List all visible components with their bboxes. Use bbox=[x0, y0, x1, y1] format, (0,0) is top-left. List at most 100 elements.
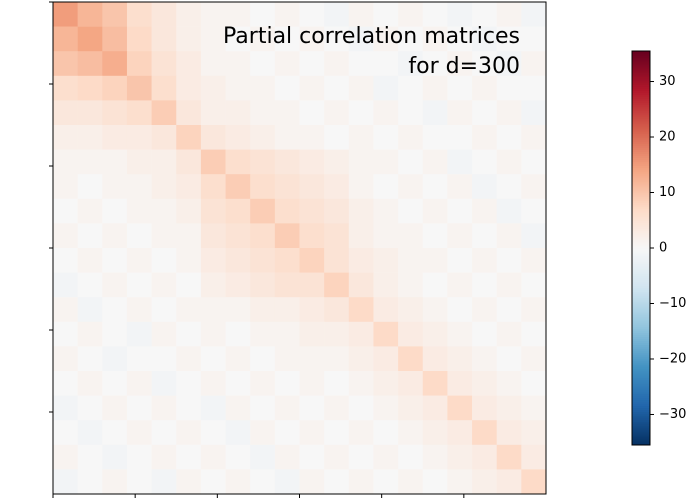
heatmap-cell bbox=[250, 174, 276, 200]
heatmap-cell bbox=[496, 149, 522, 175]
heatmap-cell bbox=[126, 198, 152, 224]
heatmap-cell bbox=[398, 346, 424, 372]
colorbar-tick-label: −20 bbox=[659, 351, 686, 366]
heatmap-cell bbox=[102, 444, 128, 470]
colorbar-segment bbox=[632, 84, 650, 87]
heatmap-cell bbox=[299, 444, 325, 470]
heatmap-cell bbox=[53, 444, 78, 470]
heatmap-cell bbox=[324, 444, 350, 470]
heatmap-cell bbox=[324, 272, 350, 298]
colorbar-segment bbox=[632, 202, 650, 206]
heatmap-cell bbox=[77, 444, 103, 470]
colorbar-segment bbox=[632, 208, 650, 212]
colorbar-segment bbox=[632, 439, 650, 442]
colorbar-segment bbox=[632, 74, 650, 78]
colorbar-segment bbox=[632, 271, 650, 275]
heatmap-cell bbox=[225, 174, 251, 200]
heatmap-cell bbox=[324, 149, 350, 175]
heatmap-cell bbox=[422, 2, 448, 27]
heatmap-cell bbox=[77, 223, 103, 249]
heatmap-cell bbox=[373, 444, 399, 470]
colorbar-segment bbox=[632, 129, 650, 133]
colorbar-segment bbox=[632, 204, 650, 208]
colorbar-segment bbox=[632, 255, 650, 259]
heatmap-cell bbox=[274, 371, 300, 396]
colorbar-segment bbox=[632, 305, 650, 308]
heatmap-cell bbox=[373, 420, 399, 446]
heatmap-cell bbox=[102, 223, 128, 249]
colorbar-segment bbox=[632, 234, 650, 237]
colorbar-segment bbox=[632, 366, 650, 369]
heatmap-cell bbox=[472, 149, 497, 175]
heatmap-cell bbox=[102, 100, 128, 126]
heatmap-cell bbox=[176, 346, 202, 372]
heatmap-cell bbox=[324, 125, 350, 150]
heatmap-cell bbox=[53, 420, 78, 446]
colorbar-segment bbox=[632, 401, 650, 405]
heatmap-cell bbox=[299, 26, 325, 52]
heatmap-cell bbox=[447, 297, 473, 323]
heatmap-cell bbox=[422, 198, 448, 224]
heatmap-cell bbox=[472, 321, 497, 347]
heatmap-cell bbox=[496, 100, 522, 126]
heatmap-cell bbox=[274, 198, 300, 224]
colorbar-segment bbox=[632, 125, 650, 129]
heatmap-cell bbox=[299, 149, 325, 175]
heatmap-cell bbox=[151, 371, 177, 396]
heatmap-cell bbox=[151, 420, 177, 446]
colorbar-segment bbox=[632, 299, 650, 302]
heatmap-cell bbox=[77, 469, 103, 495]
heatmap-cell bbox=[472, 297, 497, 323]
heatmap-cell bbox=[521, 272, 547, 298]
heatmap-cell bbox=[200, 149, 226, 175]
heatmap-cell bbox=[53, 100, 78, 126]
heatmap-cell bbox=[373, 223, 399, 249]
colorbar-segment bbox=[632, 163, 650, 166]
colorbar-segment bbox=[632, 318, 650, 322]
colorbar bbox=[632, 51, 650, 446]
colorbar-segment bbox=[632, 289, 650, 292]
heatmap-cell bbox=[176, 149, 202, 175]
colorbar-segment bbox=[632, 159, 650, 162]
colorbar-segment bbox=[632, 403, 650, 407]
colorbar-segment bbox=[632, 399, 650, 403]
heatmap-cell bbox=[225, 469, 251, 495]
colorbar-segment bbox=[632, 108, 650, 111]
heatmap-cell bbox=[447, 469, 473, 495]
colorbar-segment bbox=[632, 336, 650, 340]
heatmap-cell bbox=[200, 420, 226, 446]
heatmap-cell bbox=[225, 371, 251, 396]
colorbar-segment bbox=[632, 242, 650, 245]
colorbar-segment bbox=[632, 389, 650, 393]
heatmap-cell bbox=[274, 223, 300, 249]
colorbar-segment bbox=[632, 443, 650, 446]
colorbar-segment bbox=[632, 94, 650, 97]
heatmap-cell bbox=[126, 125, 152, 150]
colorbar-segment bbox=[632, 182, 650, 186]
colorbar-segment bbox=[632, 411, 650, 414]
heatmap-cell bbox=[299, 100, 325, 126]
heatmap-cell bbox=[126, 26, 152, 52]
colorbar-segment bbox=[632, 397, 650, 401]
heatmap-cell bbox=[324, 198, 350, 224]
heatmap-cell bbox=[496, 174, 522, 200]
heatmap-cell bbox=[250, 26, 276, 52]
colorbar-segment bbox=[632, 177, 650, 180]
colorbar-segment bbox=[632, 309, 650, 312]
heatmap-cell bbox=[200, 297, 226, 323]
heatmap-cell bbox=[348, 297, 374, 323]
heatmap-cell bbox=[447, 395, 473, 421]
heatmap-cell bbox=[200, 51, 226, 77]
colorbar-tick-label: 0 bbox=[659, 241, 667, 256]
heatmap-cell bbox=[472, 2, 497, 27]
colorbar-segment bbox=[632, 102, 650, 105]
heatmap-cell bbox=[472, 100, 497, 126]
heatmap-cell bbox=[447, 100, 473, 126]
heatmap-cell bbox=[496, 371, 522, 396]
heatmap-cell bbox=[274, 297, 300, 323]
colorbar-segment bbox=[632, 88, 650, 91]
heatmap-cell bbox=[348, 248, 374, 273]
heatmap-cell bbox=[422, 346, 448, 372]
heatmap-cell bbox=[299, 371, 325, 396]
heatmap-cell bbox=[77, 51, 103, 77]
